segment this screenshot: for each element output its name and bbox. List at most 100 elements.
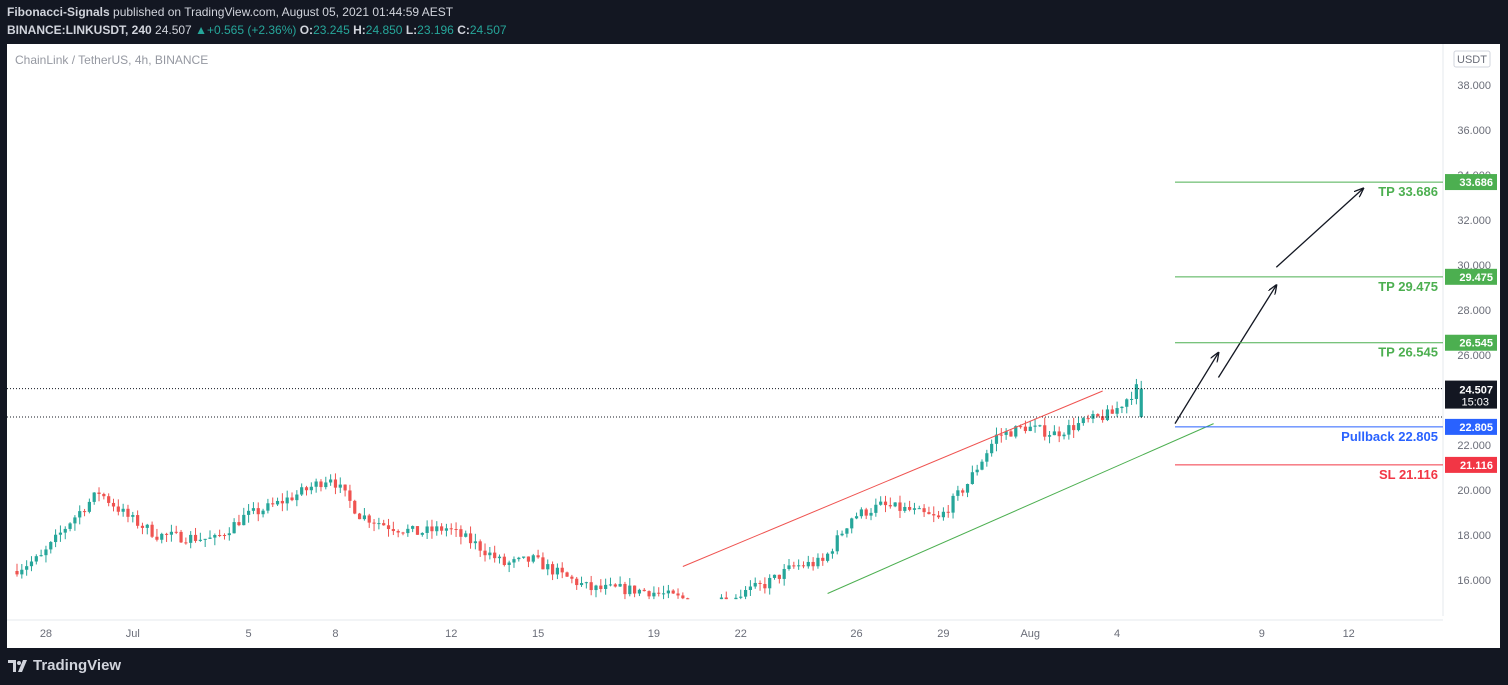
price-chart[interactable]: TP 33.686 TP 29.475 TP 26.545 Pullback 22.8…: [7, 44, 1500, 648]
candle-body: [232, 522, 236, 534]
candle-body: [912, 508, 917, 510]
price-tick-label: 18.000: [1457, 530, 1491, 542]
candle-body: [739, 596, 743, 598]
candle-body: [464, 533, 468, 537]
low-value: 23.196: [417, 23, 454, 37]
price-tick-label: 28.000: [1457, 305, 1491, 317]
candle-body: [304, 487, 309, 491]
price-axis[interactable]: 16.00018.00020.00022.00024.00026.00028.0…: [1457, 44, 1491, 587]
candle-body: [169, 531, 173, 535]
candle-body: [628, 585, 632, 595]
candle-body: [435, 526, 439, 532]
candle-body: [980, 461, 984, 470]
candle-body: [73, 517, 77, 524]
candle-body: [676, 593, 680, 596]
currency-label: USDT: [1457, 54, 1487, 66]
pullback-price-badge-text: 22.805: [1459, 422, 1493, 434]
candle-body: [237, 522, 241, 526]
candle-body: [68, 523, 72, 529]
candle-body: [488, 552, 492, 556]
time-tick-label: 4: [1114, 628, 1120, 640]
candle-body: [879, 501, 883, 505]
candle-body: [324, 482, 328, 488]
candle-body: [290, 497, 294, 501]
chart-panel[interactable]: TP 33.686 TP 29.475 TP 26.545 Pullback 22.8…: [7, 44, 1500, 648]
projection-arrow: [1174, 353, 1218, 424]
tp3-level-label: TP 33.686: [1378, 184, 1438, 199]
candle-body: [415, 526, 420, 535]
candle-body: [20, 569, 24, 575]
candle-body: [309, 486, 313, 491]
candle-body: [908, 506, 912, 510]
candle-body: [87, 501, 91, 512]
candle-body: [647, 591, 651, 597]
open-value: 23.245: [313, 23, 350, 37]
candle-body: [203, 538, 207, 540]
projection-arrow: [1217, 285, 1276, 378]
candle-body: [102, 494, 106, 497]
candle-body: [1043, 425, 1047, 437]
candle-body: [247, 510, 251, 515]
time-tick-label: Jul: [126, 628, 140, 640]
candle-body: [440, 526, 444, 531]
time-tick-label: 29: [937, 628, 949, 640]
tp1-price-badge: [1445, 334, 1497, 351]
candle-body: [753, 582, 757, 587]
high-label: H:: [353, 23, 366, 37]
candle-body: [1076, 423, 1081, 431]
candle-body: [396, 531, 400, 533]
close-label: C:: [457, 23, 470, 37]
candle-body: [497, 556, 502, 559]
last-price: 24.507: [155, 23, 192, 37]
candle-body: [961, 490, 965, 493]
candle-body: [411, 526, 415, 529]
low-label: L:: [405, 23, 418, 37]
candle-body: [1115, 408, 1119, 414]
candle-body: [898, 502, 902, 511]
pullback-level-label: Pullback 22.805: [1341, 429, 1438, 444]
candle-body: [353, 500, 357, 514]
candle-body: [526, 556, 531, 562]
candle-body: [1052, 431, 1056, 436]
price-tick-label: 38.000: [1457, 80, 1491, 92]
pullback-price-badge: [1445, 418, 1497, 435]
candle-body: [811, 561, 815, 567]
candle-body: [541, 557, 545, 570]
candle-body: [594, 585, 598, 591]
candle-body: [835, 535, 839, 552]
time-axis[interactable]: 28 Jul 5 8 12 15 19 22 26 29 Aug 4 9 12: [40, 628, 1355, 640]
candle-body: [126, 508, 130, 517]
footer: TradingView: [0, 648, 1508, 685]
time-tick-label: 12: [1343, 628, 1355, 640]
candle-body: [377, 523, 381, 525]
time-tick-label: 9: [1259, 628, 1265, 640]
candle-body: [917, 508, 921, 510]
price-tick-label: 16.000: [1457, 575, 1491, 587]
author-name[interactable]: Fibonacci-Signals: [7, 5, 110, 19]
candle-body: [883, 501, 888, 506]
candle-body: [107, 496, 111, 503]
candle-body: [174, 531, 178, 533]
candle-body: [869, 512, 873, 516]
candle-body: [382, 523, 386, 526]
candle-body: [777, 574, 781, 579]
current-price-badge: [1445, 380, 1497, 409]
candle-body: [637, 589, 642, 594]
candle-body: [266, 503, 270, 511]
last-candle-body: [1139, 388, 1143, 417]
currency-badge[interactable]: USDT: [1453, 50, 1491, 68]
candle-body: [314, 481, 318, 487]
candle-body: [584, 582, 588, 584]
candle-body: [1004, 431, 1008, 435]
candle-body: [319, 481, 323, 488]
sl-level-label: SL 21.116: [1379, 467, 1438, 482]
candle-body: [854, 516, 859, 519]
candle-body: [599, 585, 603, 589]
candle-body: [560, 567, 564, 573]
candle-body: [78, 511, 82, 518]
time-tick-label: Aug: [1020, 628, 1040, 640]
candle-body: [493, 552, 497, 559]
tradingview-logo[interactable]: TradingView: [8, 657, 121, 674]
candle-body: [666, 590, 670, 594]
candle-body: [155, 536, 159, 540]
